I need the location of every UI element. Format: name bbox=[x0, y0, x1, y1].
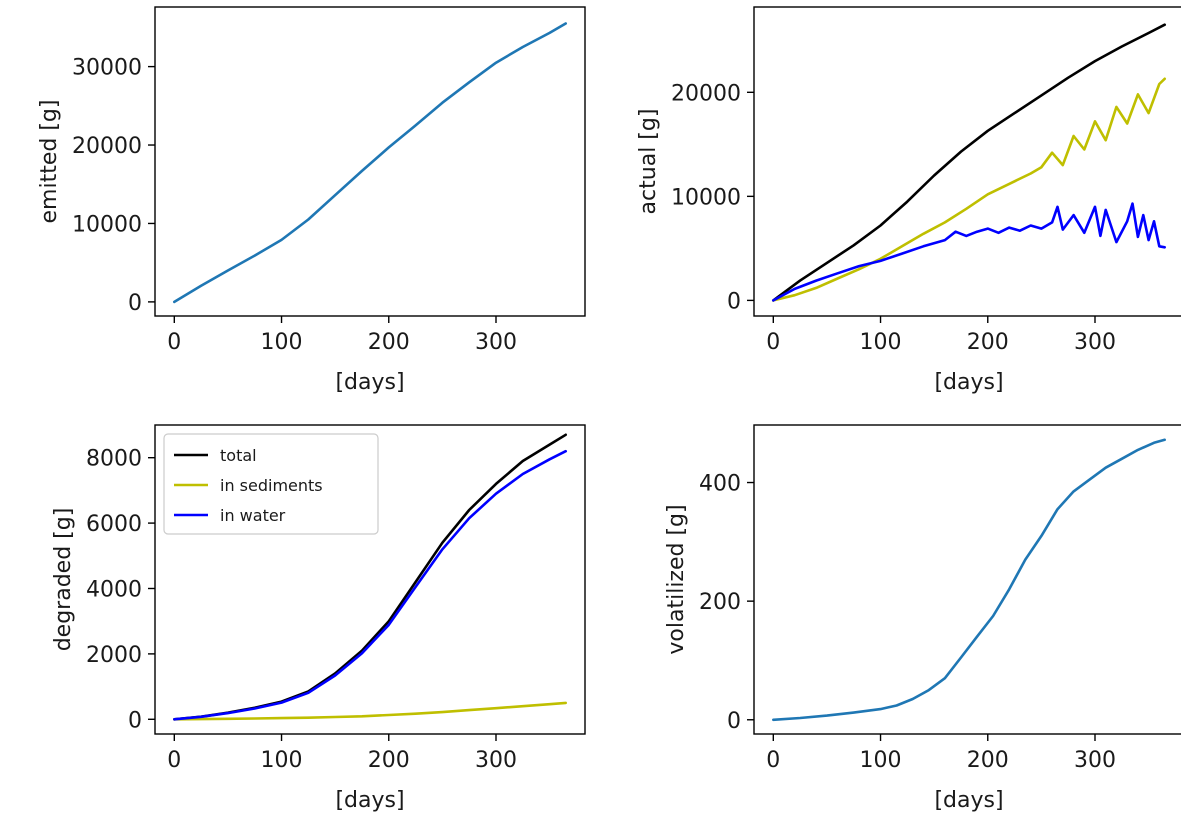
y-axis-label: degraded [g] bbox=[51, 508, 76, 652]
panel-actual: 0 100 200 300 0 10000 20000 [days] actual [g] bbox=[636, 6, 1181, 395]
axes-frame bbox=[154, 6, 586, 317]
y-axis-label: volatilized [g] bbox=[664, 504, 689, 654]
axes-frame bbox=[753, 424, 1181, 735]
y-tick-label: 200 bbox=[699, 590, 741, 615]
legend: total in sediments in water bbox=[163, 433, 379, 535]
panel-volatilized: 0 100 200 300 0 200 400 [days] volatilized [g] bbox=[664, 424, 1181, 813]
x-axis-label: [days] bbox=[335, 370, 404, 395]
x-axis-label: [days] bbox=[934, 788, 1003, 813]
x-tick-label: 100 bbox=[261, 748, 303, 773]
x-tick-label: 200 bbox=[368, 330, 410, 355]
x-tick-label: 300 bbox=[1074, 330, 1116, 355]
legend-box bbox=[163, 433, 379, 535]
series-line-2 bbox=[772, 202, 1166, 302]
y-tick-label: 20000 bbox=[671, 81, 741, 106]
x-tick-label: 100 bbox=[860, 330, 902, 355]
y-tick-label: 400 bbox=[699, 472, 741, 497]
series-line-0 bbox=[772, 23, 1166, 302]
y-tick-label: 6000 bbox=[86, 512, 142, 537]
legend-label: in water bbox=[220, 506, 286, 525]
x-tick-label: 100 bbox=[261, 330, 303, 355]
y-tick-label: 0 bbox=[727, 709, 741, 734]
x-tick-label: 300 bbox=[475, 330, 517, 355]
y-tick-label: 30000 bbox=[72, 56, 142, 81]
legend-label: total bbox=[220, 446, 257, 465]
axes-frame bbox=[753, 6, 1181, 317]
axes-frame bbox=[154, 424, 586, 735]
x-tick-label: 200 bbox=[368, 748, 410, 773]
series-line-0 bbox=[173, 22, 567, 304]
y-tick-label: 0 bbox=[128, 708, 142, 733]
x-tick-label: 200 bbox=[967, 748, 1009, 773]
y-tick-label: 10000 bbox=[72, 212, 142, 237]
y-tick-label: 2000 bbox=[86, 643, 142, 668]
y-tick-label: 0 bbox=[128, 291, 142, 316]
x-axis-label: [days] bbox=[335, 788, 404, 813]
y-axis-label: actual [g] bbox=[636, 109, 661, 215]
y-axis-label: emitted [g] bbox=[37, 100, 62, 224]
y-tick-label: 4000 bbox=[86, 577, 142, 602]
x-tick-label: 0 bbox=[766, 748, 780, 773]
panel-degraded: 0 100 200 300 0 2000 4000 6000 8000 [days] degrade… bbox=[51, 424, 586, 813]
x-tick-label: 200 bbox=[967, 330, 1009, 355]
y-tick-label: 20000 bbox=[72, 134, 142, 159]
series-line-in-water bbox=[173, 449, 567, 721]
x-tick-label: 0 bbox=[766, 330, 780, 355]
y-tick-label: 8000 bbox=[86, 447, 142, 472]
x-axis-label: [days] bbox=[934, 370, 1003, 395]
x-tick-label: 0 bbox=[167, 748, 181, 773]
x-tick-label: 100 bbox=[860, 748, 902, 773]
series-line-0 bbox=[772, 438, 1166, 722]
legend-label: in sediments bbox=[220, 476, 323, 495]
y-tick-label: 0 bbox=[727, 289, 741, 314]
series-line-in-sediments bbox=[173, 701, 567, 721]
x-tick-label: 300 bbox=[475, 748, 517, 773]
y-tick-label: 10000 bbox=[671, 185, 741, 210]
panel-emitted: 0 100 200 300 0 10000 20000 30000 [days] emitted … bbox=[37, 6, 586, 395]
x-tick-label: 300 bbox=[1074, 748, 1116, 773]
x-tick-label: 0 bbox=[167, 330, 181, 355]
series-line-1 bbox=[772, 77, 1166, 302]
